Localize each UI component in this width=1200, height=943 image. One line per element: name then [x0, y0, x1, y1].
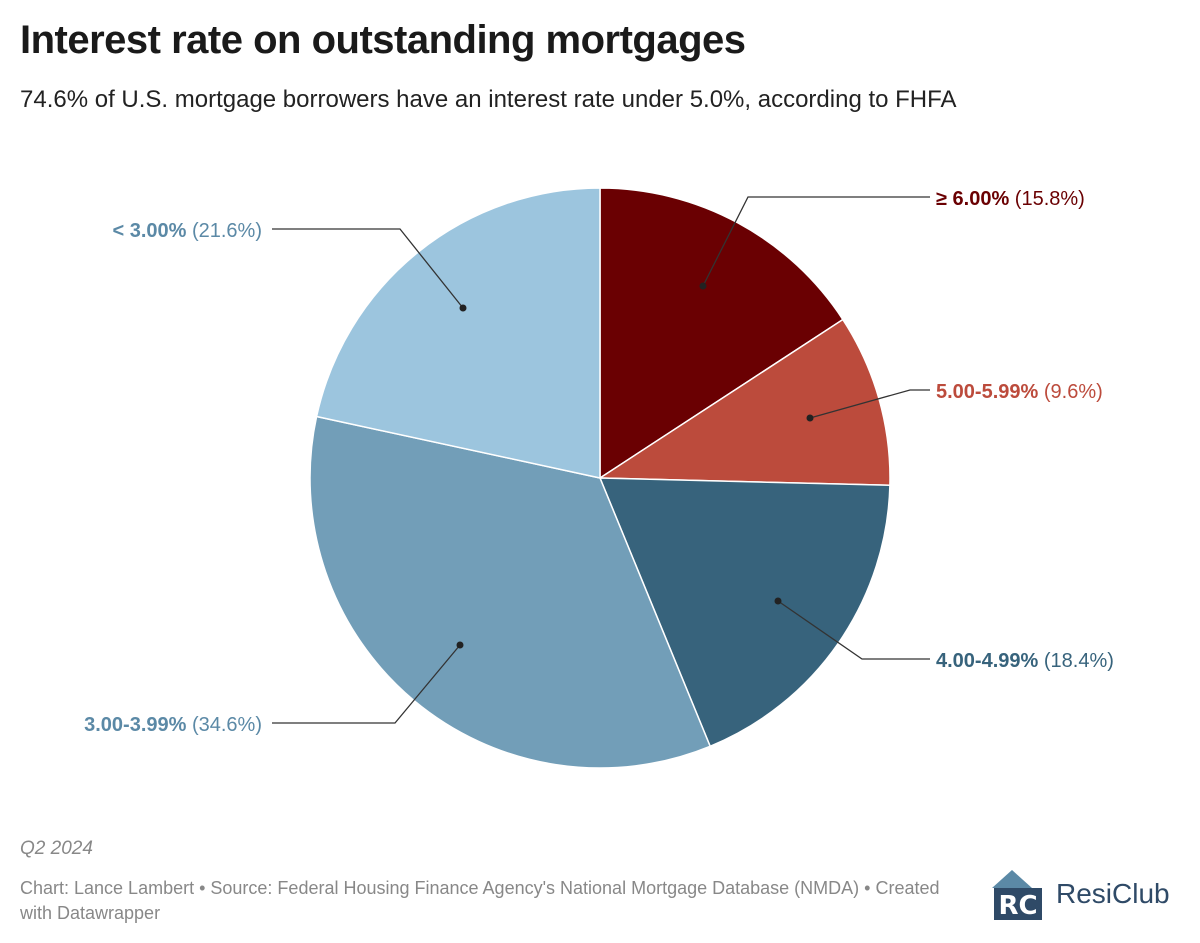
- leader-line-1: [809, 389, 930, 419]
- slice-label-2: 4.00-4.99% (18.4%): [936, 650, 1114, 672]
- rc-logo-icon: RC: [992, 870, 1042, 921]
- resiclub-logo: RC ResiClub: [990, 866, 1170, 922]
- slice-labels: ≥ 6.00% (15.8%) 5.00-5.99% (9.6%) 4.00-4.9…: [84, 188, 1114, 736]
- pie-chart: ≥ 6.00% (15.8%) 5.00-5.99% (9.6%) 4.00-4.9…: [84, 187, 1114, 769]
- pie-slices: [309, 187, 891, 769]
- leader-lines: [272, 196, 930, 724]
- source-credit: Chart: Lance Lambert • Source: Federal H…: [20, 878, 940, 923]
- leader-line-3: [272, 644, 461, 724]
- svg-text:RC: RC: [998, 891, 1037, 921]
- slice-label-1: 5.00-5.99% (9.6%): [936, 381, 1103, 403]
- pie-slice-0: [599, 187, 844, 480]
- chart-subtitle: 74.6% of U.S. mortgage borrowers have an…: [20, 86, 957, 113]
- chart-title: Interest rate on outstanding mortgages: [20, 18, 746, 62]
- leader-dot-4: [459, 304, 467, 312]
- date-note: Q2 2024: [20, 838, 93, 859]
- leader-dot-2: [774, 597, 782, 605]
- leader-dot-1: [806, 414, 814, 422]
- leader-dot-3: [456, 641, 464, 649]
- slice-label-3: 3.00-3.99% (34.6%): [84, 714, 262, 736]
- slice-label-4: < 3.00% (21.6%): [112, 220, 262, 242]
- leader-line-2: [777, 600, 930, 660]
- slice-label-0: ≥ 6.00% (15.8%): [936, 188, 1085, 210]
- leader-dot-0: [699, 282, 707, 290]
- brand-name: ResiClub: [1056, 878, 1170, 909]
- leader-line-0: [702, 196, 930, 287]
- leader-line-4: [272, 228, 464, 309]
